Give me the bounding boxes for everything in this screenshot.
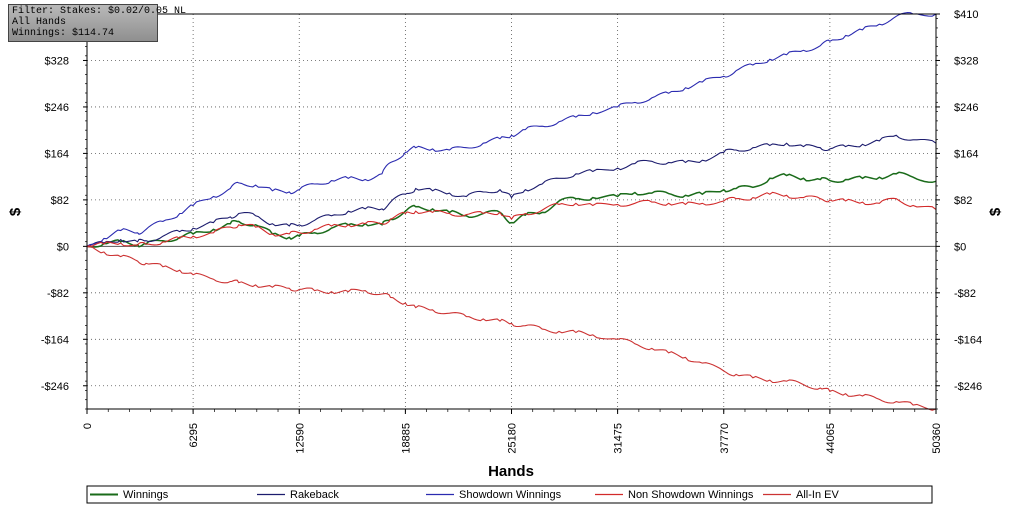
legend-frame [86, 485, 933, 504]
x-tick-label: 37770 [719, 423, 731, 454]
series-layer [86, 12, 937, 411]
x-tick-label: 18885 [400, 423, 412, 454]
filter-info-box: Filter: Stakes: $0.02/0.05 NL All Hands … [8, 4, 187, 42]
series-line-non-showdown-winnings [86, 191, 937, 248]
legend-label: Showdown Winnings [459, 489, 562, 501]
y-tick-label-left: -$82 [47, 288, 69, 300]
hands-line: All Hands [12, 17, 67, 28]
y-tick-label-right: $246 [954, 102, 978, 114]
x-axis-ticks: 0 6295 12590 18885 25180 31475 37770 44065 50360 [82, 409, 943, 454]
legend-label: Winnings [123, 489, 169, 501]
legend-label: Non Showdown Winnings [628, 489, 754, 501]
y-axis-ticks: $410$410$328$328$246$246$164$164$82$82$0… [41, 9, 982, 410]
filter-line: Filter: Stakes: $0.02/0.05 NL [12, 6, 187, 17]
y-tick-label-left: -$164 [41, 334, 69, 346]
y-axis-title-right: $ [987, 207, 1004, 216]
y-tick-label-left: $246 [45, 102, 69, 114]
series-line-winnings [86, 171, 937, 248]
y-tick-label-left: -$246 [41, 381, 69, 393]
winnings-line: Winnings: $114.74 [12, 28, 115, 39]
x-axis-title: Hands [488, 463, 534, 480]
y-tick-label-left: $0 [57, 241, 69, 253]
legend: Winnings Rakeback Showdown Winnings Non Sho… [86, 485, 933, 504]
y-tick-label-left: $164 [45, 148, 69, 160]
y-tick-label-right: -$164 [954, 334, 982, 346]
x-tick-label: 0 [82, 423, 94, 429]
series-line-rakeback [86, 134, 937, 247]
y-tick-label-left: $328 [45, 55, 69, 67]
x-tick-label: 50360 [931, 423, 943, 454]
y-axis-title-left: $ [7, 207, 24, 216]
x-tick-label: 6295 [188, 423, 200, 447]
y-tick-label-right: $0 [954, 241, 966, 253]
x-tick-label: 44065 [825, 423, 837, 454]
y-tick-label-right: $82 [954, 195, 972, 207]
y-tick-label-left: $82 [51, 195, 69, 207]
series-line-all-in-ev [86, 245, 937, 411]
series-line-showdown-winnings [86, 12, 937, 247]
y-tick-label-right: -$246 [954, 381, 982, 393]
legend-label: All-In EV [796, 489, 839, 501]
y-tick-label-right: $164 [954, 148, 978, 160]
legend-entries: Winnings Rakeback Showdown Winnings Non Sho… [90, 489, 839, 501]
x-tick-label: 31475 [613, 423, 625, 454]
y-tick-label-right: $410 [954, 9, 978, 21]
y-tick-label-right: $328 [954, 55, 978, 67]
y-tick-label-right: -$82 [954, 288, 976, 300]
x-tick-label: 12590 [294, 423, 306, 454]
legend-label: Rakeback [290, 489, 339, 501]
x-tick-label: 25180 [507, 423, 519, 454]
